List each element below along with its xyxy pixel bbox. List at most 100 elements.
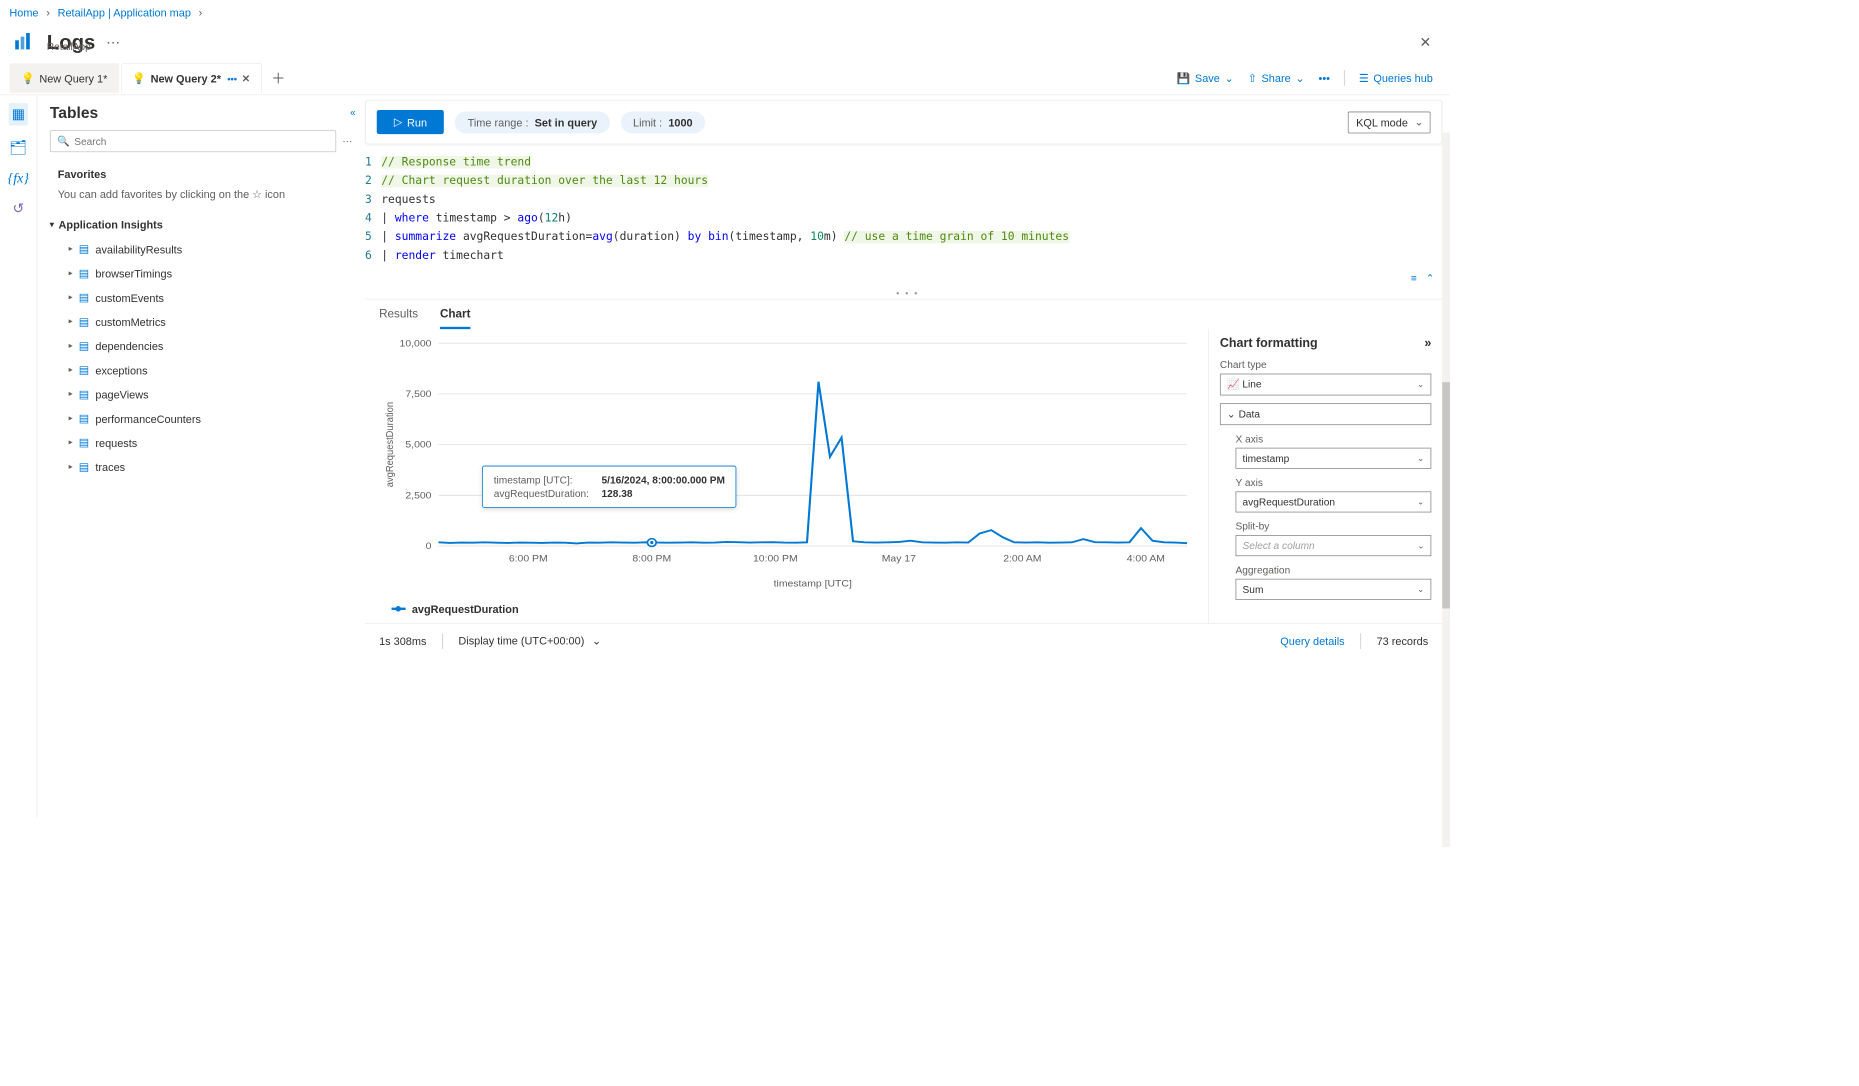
table-item-label: exceptions	[95, 364, 147, 376]
table-item-dependencies[interactable]: ▸ ▤ dependencies	[50, 334, 353, 358]
table-item-pageViews[interactable]: ▸ ▤ pageViews	[50, 382, 353, 406]
table-item-performanceCounters[interactable]: ▸ ▤ performanceCounters	[50, 406, 353, 430]
svg-text:2:00 AM: 2:00 AM	[1003, 554, 1041, 564]
query-editor[interactable]: 123456 // Response time trend // Chart r…	[365, 149, 1450, 270]
save-button[interactable]: 💾 Save ⌄	[1177, 71, 1234, 84]
table-icon: ▤	[79, 267, 89, 280]
aggregation-select[interactable]: Sum⌄	[1236, 578, 1432, 599]
close-icon[interactable]: ✕	[1410, 29, 1440, 55]
chevron-down-icon: ⌄	[1295, 71, 1304, 84]
table-item-label: availabilityResults	[95, 243, 182, 255]
run-button[interactable]: ▷ Run	[377, 110, 444, 134]
time-range-pill[interactable]: Time range : Set in query	[455, 111, 610, 133]
display-time-select[interactable]: Display time (UTC+00:00) ⌄	[458, 634, 601, 647]
chevron-right-icon: ▸	[69, 438, 73, 447]
chevron-down-icon: ⌄	[1417, 540, 1424, 550]
tables-icon[interactable]: ▦	[9, 103, 29, 126]
tree-group-appinsights[interactable]: ▾ Application Insights	[50, 215, 353, 237]
tab-results[interactable]: Results	[379, 307, 418, 329]
resize-handle[interactable]: • • •	[365, 287, 1450, 298]
queries-hub-icon: ☰	[1359, 71, 1369, 84]
y-axis-select[interactable]: avgRequestDuration⌄	[1236, 491, 1432, 512]
svg-text:5,000: 5,000	[405, 440, 432, 450]
tab-chart[interactable]: Chart	[440, 307, 471, 329]
table-icon: ▤	[79, 243, 89, 256]
more-actions-button[interactable]: •••	[1319, 72, 1330, 84]
svg-text:0: 0	[426, 541, 432, 551]
svg-text:10:00 PM: 10:00 PM	[753, 554, 798, 564]
svg-text:avgRequestDuration: avgRequestDuration	[385, 402, 397, 487]
scrollbar-thumb[interactable]	[1442, 382, 1450, 608]
chart-legend: avgRequestDuration	[378, 595, 1196, 623]
table-icon: ▤	[79, 339, 89, 352]
favorites-hint: You can add favorites by clicking on the…	[50, 185, 353, 215]
table-item-browserTimings[interactable]: ▸ ▤ browserTimings	[50, 261, 353, 285]
tab-close-icon[interactable]: ✕	[242, 72, 251, 84]
table-item-label: pageViews	[95, 388, 148, 400]
functions-icon[interactable]: {fx}	[8, 170, 29, 186]
chevron-right-icon: ▸	[69, 414, 73, 423]
table-item-customMetrics[interactable]: ▸ ▤ customMetrics	[50, 310, 353, 334]
table-item-label: customEvents	[95, 291, 164, 303]
table-item-label: traces	[95, 461, 125, 473]
svg-text:6:00 PM: 6:00 PM	[509, 554, 548, 564]
chart-format-heading: Chart formatting	[1220, 337, 1318, 351]
svg-text:10,000: 10,000	[400, 338, 432, 348]
share-button[interactable]: ⇧ Share ⌄	[1248, 71, 1305, 84]
tab-more-icon[interactable]: •••	[227, 73, 237, 84]
format-icon[interactable]: ≡	[1411, 272, 1417, 284]
more-icon[interactable]: ⋯	[106, 34, 120, 50]
chart-area: 02,5005,0007,50010,0006:00 PM8:00 PM10:0…	[365, 329, 1208, 623]
elapsed-time: 1s 308ms	[379, 635, 426, 647]
chevron-right-icon: ▸	[69, 317, 73, 326]
table-icon: ▤	[79, 388, 89, 401]
share-icon: ⇧	[1248, 71, 1257, 84]
x-axis-label: X axis	[1236, 433, 1432, 445]
query-details-link[interactable]: Query details	[1280, 635, 1344, 647]
add-tab-button[interactable]: ＋	[263, 62, 293, 95]
chevron-down-icon: ⌄	[1417, 584, 1424, 594]
chevron-right-icon: ›	[199, 6, 203, 18]
search-input[interactable]	[74, 135, 329, 147]
separator	[1344, 70, 1345, 86]
search-icon: 🔍	[57, 135, 70, 147]
kql-mode-select[interactable]: KQL mode	[1348, 111, 1431, 133]
chevron-right-icon: ▸	[69, 463, 73, 472]
legend-swatch	[392, 608, 406, 610]
search-input-wrapper[interactable]: 🔍	[50, 130, 336, 152]
table-item-availabilityResults[interactable]: ▸ ▤ availabilityResults	[50, 237, 353, 261]
sidebar: « Tables 🔍 ⋯ Favorites You can add favor…	[37, 95, 365, 817]
table-item-requests[interactable]: ▸ ▤ requests	[50, 431, 353, 455]
chart-type-select[interactable]: 📈 Line ⌄	[1220, 373, 1431, 395]
svg-text:timestamp [UTC]: timestamp [UTC]	[774, 579, 853, 589]
collapse-panel-icon[interactable]: »	[1424, 337, 1431, 351]
table-icon: ▤	[79, 291, 89, 304]
query-tab-1[interactable]: 💡 New Query 1*	[9, 63, 119, 93]
table-item-customEvents[interactable]: ▸ ▤ customEvents	[50, 285, 353, 309]
data-section-toggle[interactable]: ⌄Data	[1220, 403, 1431, 425]
x-axis-select[interactable]: timestamp⌄	[1236, 447, 1432, 468]
breadcrumb-home[interactable]: Home	[9, 6, 38, 18]
svg-text:2,500: 2,500	[405, 491, 432, 501]
search-more-icon[interactable]: ⋯	[342, 135, 352, 147]
table-item-traces[interactable]: ▸ ▤ traces	[50, 455, 353, 479]
query-toolbar: ▷ Run Time range : Set in query Limit : …	[365, 100, 1442, 144]
lightbulb-icon: 💡	[21, 72, 35, 85]
query-tab-2[interactable]: 💡 New Query 2* ••• ✕	[121, 63, 262, 93]
breadcrumb-appmap[interactable]: RetailApp | Application map	[58, 6, 191, 18]
split-by-select[interactable]: Select a column⌄	[1236, 535, 1432, 556]
table-item-exceptions[interactable]: ▸ ▤ exceptions	[50, 358, 353, 382]
chevron-right-icon: ▸	[69, 342, 73, 351]
history-icon[interactable]: ↺	[12, 200, 24, 216]
table-icon: ▤	[79, 363, 89, 376]
aggregation-label: Aggregation	[1236, 564, 1432, 576]
collapse-up-icon[interactable]: ⌃	[1426, 272, 1435, 284]
page-subtitle: RetailApp	[47, 41, 1450, 62]
collapse-sidebar-icon[interactable]: «	[350, 106, 356, 118]
queries-hub-button[interactable]: ☰ Queries hub	[1359, 71, 1433, 84]
table-item-label: dependencies	[95, 340, 163, 352]
record-count: 73 records	[1377, 635, 1429, 647]
split-by-label: Split-by	[1236, 520, 1432, 532]
limit-pill[interactable]: Limit : 1000	[621, 111, 706, 133]
queries-icon[interactable]: 🗂	[9, 140, 27, 156]
